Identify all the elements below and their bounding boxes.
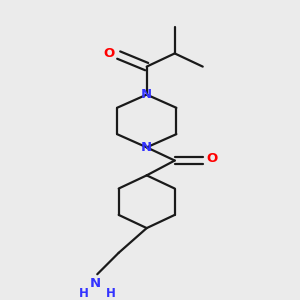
Text: N: N xyxy=(141,88,152,101)
Text: O: O xyxy=(206,152,218,165)
Text: H: H xyxy=(106,287,116,300)
Text: O: O xyxy=(104,47,115,60)
Text: N: N xyxy=(90,277,101,290)
Text: N: N xyxy=(141,141,152,154)
Text: H: H xyxy=(79,287,89,300)
